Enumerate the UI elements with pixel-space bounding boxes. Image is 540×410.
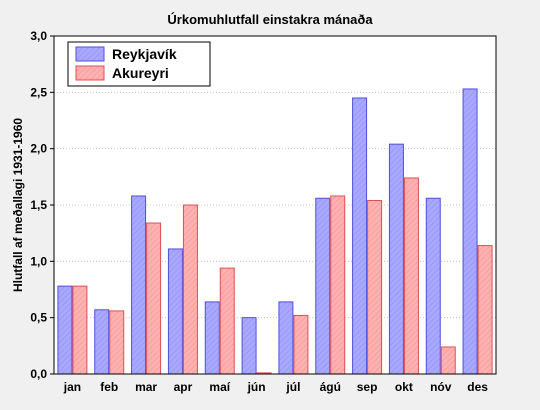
x-tick-label: okt bbox=[395, 380, 413, 394]
bar-akureyri-1 bbox=[109, 310, 125, 375]
y-tick-label: 2,5 bbox=[30, 85, 47, 99]
bar-reykjavik-4 bbox=[204, 301, 220, 375]
legend-swatch-akureyri bbox=[75, 65, 105, 81]
bar-reykjavik-6 bbox=[278, 301, 294, 375]
bar-akureyri-8 bbox=[367, 199, 383, 375]
y-tick-label: 1,0 bbox=[30, 254, 47, 268]
legend-label-akureyri: Akureyri bbox=[112, 65, 169, 81]
x-tick-label: ágú bbox=[320, 380, 341, 394]
x-tick-label: nóv bbox=[430, 380, 452, 394]
x-tick-label: maí bbox=[209, 380, 230, 394]
plot-area bbox=[54, 36, 496, 374]
y-tick-label: 3,0 bbox=[30, 29, 47, 43]
bar-akureyri-11 bbox=[477, 245, 493, 375]
chart-title: Úrkomuhlutfall einstakra mánaða bbox=[167, 12, 373, 27]
bar-reykjavik-5 bbox=[241, 317, 257, 375]
x-tick-label: jan bbox=[63, 380, 81, 394]
bar-reykjavik-1 bbox=[94, 309, 110, 375]
bar-akureyri-0 bbox=[72, 285, 88, 375]
bar-akureyri-6 bbox=[293, 314, 309, 375]
bar-reykjavik-8 bbox=[352, 97, 368, 375]
bar-akureyri-9 bbox=[403, 177, 419, 375]
x-tick-label: mar bbox=[135, 380, 157, 394]
x-tick-label: des bbox=[467, 380, 488, 394]
bar-reykjavik-11 bbox=[462, 88, 478, 375]
x-tick-label: jún bbox=[247, 380, 266, 394]
y-tick-label: 0,5 bbox=[30, 311, 47, 325]
y-tick-label: 0,0 bbox=[30, 367, 47, 381]
x-tick-label: sep bbox=[357, 380, 378, 394]
x-tick-label: feb bbox=[100, 380, 118, 394]
bar-reykjavik-9 bbox=[388, 143, 404, 375]
bar-reykjavik-10 bbox=[425, 197, 441, 375]
x-tick-label: apr bbox=[174, 380, 193, 394]
bar-reykjavik-0 bbox=[57, 285, 73, 375]
bar-akureyri-2 bbox=[146, 222, 162, 375]
legend: Reykjavík Akureyri bbox=[67, 41, 211, 87]
x-tick-label: júl bbox=[285, 380, 300, 394]
y-axis-label: Hlutfall af meðallagi 1931-1960 bbox=[11, 118, 25, 292]
bar-akureyri-10 bbox=[440, 346, 456, 375]
bar-akureyri-3 bbox=[182, 204, 198, 375]
y-tick-label: 1,5 bbox=[30, 198, 47, 212]
bar-reykjavik-7 bbox=[315, 197, 331, 375]
bar-akureyri-4 bbox=[219, 267, 235, 375]
bar-akureyri-7 bbox=[330, 195, 346, 375]
y-tick-label: 2,0 bbox=[30, 142, 47, 156]
bar-reykjavik-3 bbox=[167, 248, 183, 375]
bar-reykjavik-2 bbox=[131, 195, 147, 375]
bars bbox=[57, 88, 493, 375]
y-axis-ticks: 0,0 0,5 1,0 1,5 2,0 2,5 3,0 bbox=[30, 29, 54, 381]
legend-label-reykjavik: Reykjavík bbox=[112, 46, 177, 62]
legend-swatch-reykjavik bbox=[75, 46, 105, 62]
x-axis-ticks: jan feb mar apr maí jún júl ágú sep okt nóv des bbox=[63, 380, 488, 394]
